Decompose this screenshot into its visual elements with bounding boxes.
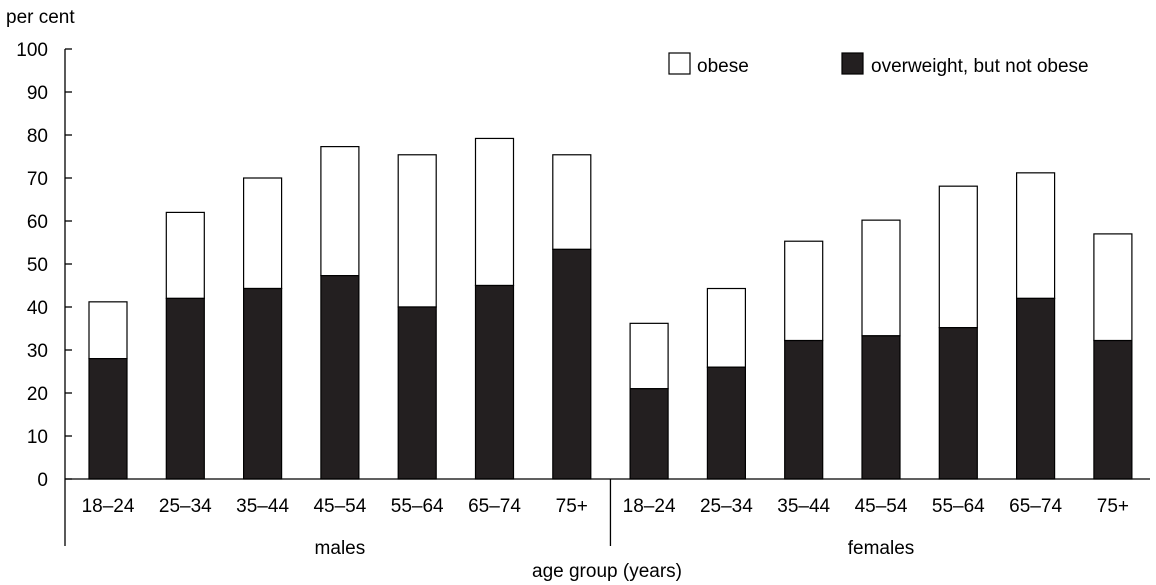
bar-obese (243, 177, 283, 290)
x-tick-label: 35–44 (236, 496, 289, 517)
bar-obese (1093, 233, 1133, 342)
x-tick-label: 25–34 (159, 496, 212, 517)
y-tick-label: 100 (16, 40, 48, 61)
bar-obese (320, 146, 360, 277)
y-tick-label: 20 (27, 384, 48, 405)
y-axis-label: per cent (6, 7, 75, 28)
legend: obese overweight, but not obese (668, 52, 1089, 77)
bar-overweight (938, 327, 978, 480)
bar-overweight (320, 275, 360, 480)
legend-swatch-obese (668, 52, 691, 75)
bar-overweight (165, 297, 205, 480)
x-tick-label: 18–24 (623, 496, 676, 517)
x-tick-label: 65–74 (468, 496, 521, 517)
bar-overweight (784, 339, 824, 480)
y-tick-label: 80 (27, 126, 48, 147)
y-tick-label: 0 (37, 470, 48, 491)
bars (88, 137, 1133, 480)
x-tick-label: 55–64 (932, 496, 985, 517)
x-tick-label: 45–54 (855, 496, 908, 517)
bar-obese (629, 322, 669, 390)
x-tick-label: 35–44 (777, 496, 830, 517)
y-tick-label: 40 (27, 298, 48, 319)
bar-obese (88, 301, 128, 360)
y-tick-label: 90 (27, 83, 48, 104)
x-tick-label: 18–24 (82, 496, 135, 517)
bar-overweight (861, 335, 901, 480)
y-tick-label: 60 (27, 212, 48, 233)
x-tick-label: 75+ (1097, 496, 1129, 517)
x-tick-label: 25–34 (700, 496, 753, 517)
bar-overweight (629, 388, 669, 480)
group-label: males (315, 538, 366, 559)
y-tick-label: 30 (27, 341, 48, 362)
y-tick-label: 70 (27, 169, 48, 190)
legend-swatch-overweight (841, 52, 864, 75)
bar-overweight (1015, 297, 1056, 480)
y-tick-label: 50 (27, 255, 48, 276)
bar-obese (784, 240, 824, 342)
bar-obese (474, 137, 515, 287)
bar-overweight (474, 284, 515, 480)
bar-overweight (552, 248, 592, 480)
bar-obese (552, 154, 592, 250)
legend-label-overweight: overweight, but not obese (871, 56, 1089, 77)
bar-obese (938, 185, 978, 329)
bar-obese (397, 154, 437, 308)
x-tick-label: 75+ (556, 496, 588, 517)
bar-overweight (1093, 339, 1133, 480)
bar-overweight (397, 306, 437, 480)
bar-obese (706, 287, 747, 368)
x-axis-label: age group (years) (532, 561, 682, 582)
x-tick-label: 55–64 (391, 496, 444, 517)
bar-obese (861, 219, 901, 337)
bar-obese (165, 211, 205, 299)
y-tick-label: 10 (27, 427, 48, 448)
legend-label-obese: obese (697, 56, 749, 77)
bar-overweight (88, 358, 128, 480)
bar-overweight (706, 366, 747, 480)
bar-obese (1015, 172, 1056, 299)
y-axis: 0 10 20 30 40 50 60 70 80 90 100 (16, 40, 72, 546)
x-tick-label: 65–74 (1009, 496, 1062, 517)
bar-overweight (243, 287, 283, 480)
group-label: females (848, 538, 915, 559)
x-axis: 18–24 25–34 35–44 45–54 55–64 65–74 75+ 18–24 25… (65, 478, 1150, 559)
x-tick-label: 45–54 (313, 496, 366, 517)
